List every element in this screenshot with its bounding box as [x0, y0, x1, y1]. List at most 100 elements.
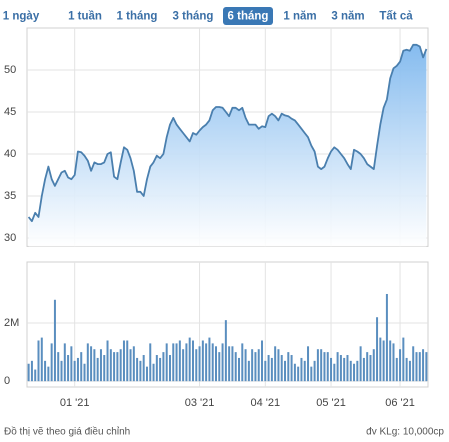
- volume-bar: [343, 357, 346, 382]
- x-tick-label: 05 '21: [316, 397, 346, 409]
- volume-bar: [330, 357, 333, 382]
- volume-bar: [307, 346, 310, 382]
- volume-bar: [346, 355, 349, 382]
- volume-bar: [50, 343, 53, 382]
- volume-bar: [119, 349, 122, 382]
- volume-bar: [83, 363, 86, 382]
- volume-bar: [165, 343, 168, 382]
- volume-bar: [293, 363, 296, 382]
- range-button[interactable]: 6 tháng: [228, 11, 269, 23]
- range-button-active[interactable]: [223, 7, 273, 25]
- volume-bar: [113, 352, 116, 382]
- volume-bar: [60, 360, 63, 382]
- footer-note: Đồ thị vẽ theo giá điều chỉnh: [4, 426, 130, 438]
- volume-bar: [287, 352, 290, 382]
- volume-bar: [385, 293, 388, 382]
- volume-bar: [76, 357, 79, 382]
- volume-bar: [379, 337, 382, 382]
- volume-bar: [185, 343, 188, 382]
- volume-bar: [116, 352, 119, 382]
- volume-bar: [418, 352, 421, 382]
- x-tick-label: 01 '21: [60, 397, 90, 409]
- volume-bar: [218, 352, 221, 382]
- range-button[interactable]: 1 năm: [283, 11, 316, 23]
- volume-bar: [109, 349, 112, 382]
- volume-bar: [402, 337, 405, 382]
- volume-bar: [228, 346, 231, 382]
- range-button[interactable]: 1 tháng: [117, 11, 158, 23]
- y-tick-label: 50: [4, 64, 16, 76]
- volume-bar: [389, 340, 392, 382]
- volume-bar: [63, 343, 66, 382]
- volume-bar: [211, 343, 214, 382]
- volume-bar: [405, 357, 408, 382]
- volume-bar: [201, 340, 204, 382]
- volume-bar: [168, 355, 171, 382]
- y-tick-label: 0: [4, 375, 10, 387]
- x-tick-label: 04 '21: [250, 397, 280, 409]
- volume-bar: [244, 349, 247, 382]
- volume-bar: [280, 355, 283, 382]
- volume-bar: [382, 340, 385, 382]
- volume-bar: [96, 357, 99, 382]
- footer-unit: đv KLg: 10,000cp: [366, 427, 444, 438]
- volume-bar: [284, 360, 287, 382]
- y-tick-label: 30: [4, 232, 16, 244]
- volume-bar: [376, 317, 379, 382]
- price-line: [27, 43, 428, 223]
- volume-bar: [208, 337, 211, 382]
- volume-bar: [37, 340, 40, 382]
- volume-bar: [310, 366, 313, 382]
- volume-bar: [356, 360, 359, 382]
- volume-bar: [145, 366, 148, 382]
- volume-bar: [90, 346, 93, 382]
- x-tick-label: 03 '21: [185, 397, 215, 409]
- volume-bar: [254, 352, 257, 382]
- volume-bar: [175, 343, 178, 382]
- volume-bar: [274, 346, 277, 382]
- range-button[interactable]: 3 tháng: [173, 11, 214, 23]
- volume-bar: [103, 355, 106, 382]
- volume-bar: [359, 346, 362, 382]
- volume-bar: [70, 346, 73, 382]
- volume-bar: [126, 340, 129, 382]
- volume-bar: [267, 355, 270, 382]
- volume-bar: [178, 340, 181, 382]
- volume-bar: [129, 349, 132, 382]
- volume-bar: [422, 349, 425, 382]
- volume-bar: [369, 355, 372, 382]
- volume-bar: [44, 360, 47, 382]
- volume-bar: [80, 352, 83, 382]
- volume-bar: [224, 320, 227, 382]
- y-tick-label: 2M: [4, 317, 19, 329]
- volume-bar: [132, 346, 135, 382]
- volume-bar: [290, 355, 293, 382]
- range-button[interactable]: Tất cả: [379, 11, 413, 23]
- volume-bar: [277, 349, 280, 382]
- volume-bar: [155, 355, 158, 382]
- range-button[interactable]: 3 năm: [331, 11, 364, 23]
- volume-bar: [198, 346, 201, 382]
- volume-bar: [399, 349, 402, 382]
- volume-bar: [270, 357, 273, 382]
- volume-bar: [47, 366, 50, 382]
- volume-bar: [333, 363, 336, 382]
- volume-bar: [27, 363, 30, 382]
- range-button[interactable]: 1 tuần: [68, 11, 102, 23]
- volume-bar: [234, 352, 237, 382]
- y-tick-label: 45: [4, 106, 16, 118]
- volume-bar: [57, 352, 60, 382]
- volume-bar: [261, 340, 264, 382]
- volume-bar: [349, 360, 352, 382]
- volume-bar: [297, 366, 300, 382]
- volume-bar: [392, 343, 395, 382]
- volume-bar: [415, 352, 418, 382]
- range-button[interactable]: 1 ngày: [3, 11, 40, 23]
- volume-bar: [323, 352, 326, 382]
- volume-bar: [395, 357, 398, 382]
- volume-bar: [188, 337, 191, 382]
- volume-bar: [320, 349, 323, 382]
- volume-bar: [408, 360, 411, 382]
- volume-bar: [241, 343, 244, 382]
